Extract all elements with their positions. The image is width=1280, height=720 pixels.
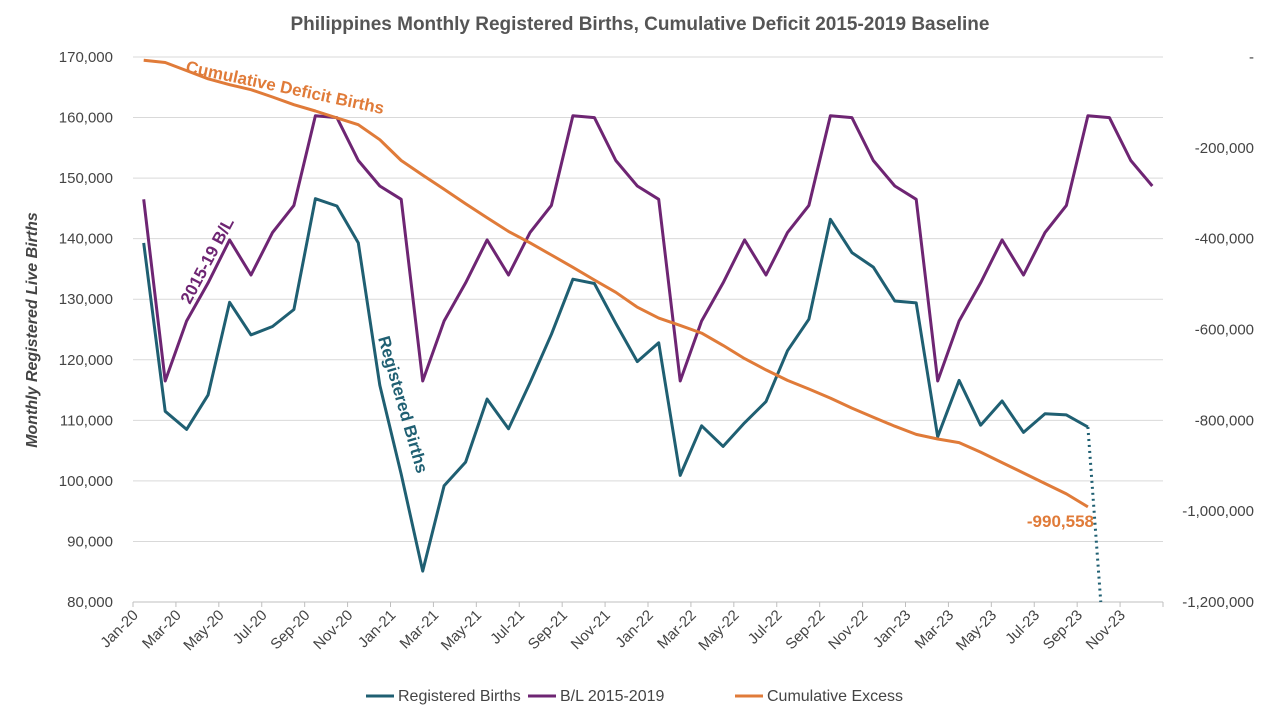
y-tick-label: 150,000 (59, 170, 113, 187)
y2-tick-label: -600,000 (1195, 322, 1254, 339)
x-tick-label: Mar-22 (654, 607, 700, 653)
x-tick-label: Mar-20 (139, 607, 185, 653)
cumulative-deficit-label: Cumulative Deficit Births (184, 57, 386, 118)
registered-births-label: Registered Births (374, 334, 431, 475)
x-tick-label: Jan-21 (355, 607, 399, 651)
x-tick-label: Jul-20 (230, 607, 271, 648)
x-tick-label: May-21 (438, 607, 485, 654)
x-tick-label: Jul-22 (745, 607, 786, 648)
left-axis-tick-labels: 80,000 90,000 100,000 110,000 120,000 130,000… (59, 49, 113, 611)
y2-tick-label: -200,000 (1195, 140, 1254, 157)
x-tick-label: Sep-21 (525, 607, 571, 653)
x-tick-label: Mar-23 (912, 607, 958, 653)
x-tick-label: Sep-22 (782, 607, 828, 653)
x-tick-label: Jul-21 (487, 607, 528, 648)
y2-tick-label: -1,000,000 (1182, 503, 1254, 520)
x-tick-label: Jan-20 (97, 607, 141, 651)
x-tick-label: May-20 (180, 607, 227, 654)
x-tick-label: Sep-23 (1040, 607, 1086, 653)
y2-tick-label: - (1249, 49, 1254, 66)
x-tick-label: Nov-23 (1083, 607, 1129, 653)
x-tick-label: May-23 (953, 607, 1000, 654)
right-axis-tick-labels: -1,200,000 -1,000,000 -800,000 -600,000 -400… (1182, 49, 1254, 611)
legend-label: B/L 2015-2019 (560, 688, 664, 705)
y-tick-label: 130,000 (59, 291, 113, 308)
left-axis-title: Monthly Registered Live Births (24, 212, 41, 448)
y-tick-label: 120,000 (59, 352, 113, 369)
x-tick-label: May-22 (695, 607, 742, 654)
legend-label: Cumulative Excess (767, 688, 903, 705)
series-line-b-l-2015-2019 (142, 114, 1154, 383)
y-tick-label: 160,000 (59, 110, 113, 127)
x-tick-label: Sep-20 (267, 607, 313, 653)
y2-tick-label: -1,200,000 (1182, 594, 1254, 611)
chart-title: Philippines Monthly Registered Births, C… (291, 14, 990, 35)
y2-tick-label: -400,000 (1195, 231, 1254, 248)
series-lines (142, 58, 1154, 603)
legend: Registered Births B/L 2015-2019 Cumulative… (366, 688, 903, 705)
x-tick-label: Jan-22 (612, 607, 656, 651)
x-tick-label: Mar-21 (397, 607, 443, 653)
y-tick-label: 100,000 (59, 473, 113, 490)
x-tick-label: Nov-22 (825, 607, 871, 653)
final-value-label: -990,558 (1027, 512, 1094, 531)
x-tick-label: Nov-20 (310, 607, 356, 653)
grid-lines (133, 56, 1163, 542)
series-line-cumulative-excess (143, 58, 1089, 509)
y-tick-label: 110,000 (60, 412, 113, 429)
series-line-registered-births (142, 197, 1089, 573)
x-tick-label: Jul-23 (1002, 607, 1043, 648)
y2-tick-label: -800,000 (1195, 412, 1254, 429)
x-tick-label: Nov-21 (568, 607, 614, 653)
legend-label: Registered Births (398, 688, 521, 705)
y-tick-label: 140,000 (59, 231, 113, 248)
y-tick-label: 80,000 (67, 594, 113, 611)
annotations: Cumulative Deficit Births 2015-19 B/L Regi… (177, 57, 1094, 531)
y-tick-label: 170,000 (59, 49, 113, 66)
baseline-label: 2015-19 B/L (177, 215, 238, 307)
x-tick-label: Jan-23 (870, 607, 914, 651)
y-tick-label: 90,000 (67, 533, 113, 550)
